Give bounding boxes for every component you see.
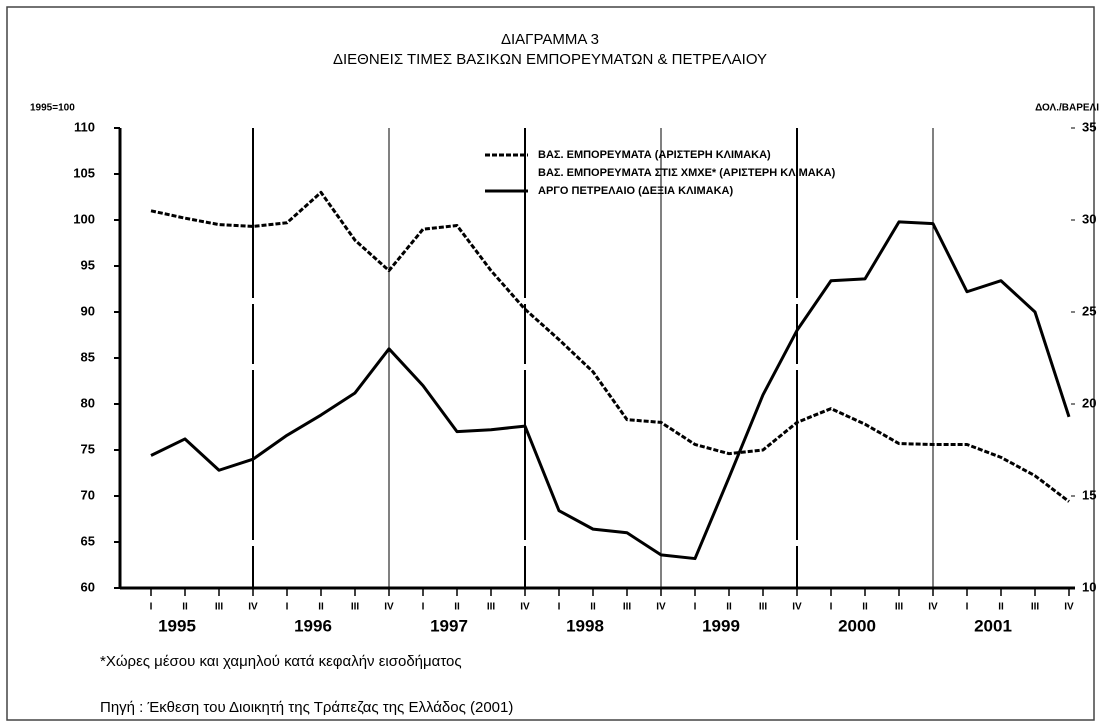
x-tick-label: IV	[928, 602, 938, 613]
x-tick-label: II	[454, 602, 460, 613]
legend-label: ΒΑΣ. ΕΜΠΟΡΕΥΜΑΤΑ ΣΤΙΣ ΧΜΧΕ* (ΑΡΙΣΤΕΡΗ ΚΛ…	[538, 167, 836, 179]
x-tick-label: IV	[248, 602, 258, 613]
x-tick-label: IV	[384, 602, 394, 613]
x-tick-label: III	[487, 602, 496, 613]
y-tick-label: 90	[81, 303, 95, 318]
x-tick-label: IV	[1064, 602, 1074, 613]
x-tick-label: I	[830, 602, 833, 613]
y2-tick-label: 30	[1082, 211, 1096, 226]
y-tick-label: 60	[81, 579, 95, 594]
y2-tick-label: 35	[1082, 119, 1096, 134]
series-line	[150, 190, 1070, 503]
year-label: 1999	[702, 616, 740, 635]
y-tick-label: 100	[73, 211, 95, 226]
year-label: 2001	[974, 616, 1012, 635]
y-tick-label: 105	[73, 165, 95, 180]
year-label: 1998	[566, 616, 604, 635]
y-tick-label: 65	[81, 533, 95, 548]
x-tick-label: III	[351, 602, 360, 613]
series-line	[150, 220, 1071, 561]
y-tick-label: 80	[81, 395, 95, 410]
y-tick-label: 75	[81, 441, 95, 456]
y-tick-label: 70	[81, 487, 95, 502]
x-tick-label: IV	[520, 602, 530, 613]
x-tick-label: II	[318, 602, 324, 613]
y2-tick-label: 15	[1082, 487, 1096, 502]
x-tick-label: III	[895, 602, 904, 613]
x-tick-label: I	[150, 602, 153, 613]
y-tick-label: 110	[74, 119, 95, 134]
x-tick-label: III	[215, 602, 224, 613]
x-tick-label: III	[759, 602, 768, 613]
year-label: 1996	[294, 616, 332, 635]
y2-tick-label: 25	[1082, 303, 1096, 318]
chart-title: ΔΙΑΓΡΑΜΜΑ 3	[501, 31, 599, 48]
y-axis-label: 1995=100	[30, 103, 75, 114]
year-label: 2000	[838, 616, 876, 635]
x-tick-label: I	[286, 602, 289, 613]
y-tick-label: 95	[81, 257, 95, 272]
x-tick-label: I	[694, 602, 697, 613]
y2-tick-label: 20	[1082, 395, 1096, 410]
legend-label: ΒΑΣ. ΕΜΠΟΡΕΥΜΑΤΑ (ΑΡΙΣΤΕΡΗ ΚΛΙΜΑΚΑ)	[538, 149, 771, 161]
x-tick-label: III	[1031, 602, 1040, 613]
x-tick-label: II	[862, 602, 868, 613]
x-tick-label: IV	[792, 602, 802, 613]
x-tick-label: I	[558, 602, 561, 613]
x-tick-label: II	[182, 602, 188, 613]
chart-subtitle: ΔΙΕΘΝΕΙΣ ΤΙΜΕΣ ΒΑΣΙΚΩΝ ΕΜΠΟΡΕΥΜΑΤΩΝ & ΠΕ…	[333, 51, 767, 68]
year-label: 1997	[430, 616, 468, 635]
y2-tick-label: 10	[1082, 579, 1096, 594]
x-tick-label: III	[623, 602, 632, 613]
y2-axis-label: ΔΟΛ./ΒΑΡΕΛΙ	[1035, 103, 1099, 114]
x-tick-label: II	[726, 602, 732, 613]
frame	[6, 6, 1095, 721]
legend-label: ΑΡΓΟ ΠΕΤΡΕΛΑΙΟ (ΔΕΞΙΑ ΚΛΙΜΑΚΑ)	[538, 185, 734, 197]
footnote: *Χώρες μέσου και χαμηλού κατά κεφαλήν ει…	[100, 653, 462, 670]
x-tick-label: II	[590, 602, 596, 613]
y-tick-label: 85	[81, 349, 95, 364]
x-tick-label: II	[998, 602, 1004, 613]
x-tick-label: IV	[656, 602, 666, 613]
x-tick-label: I	[422, 602, 425, 613]
x-tick-label: I	[966, 602, 969, 613]
year-label: 1995	[158, 616, 196, 635]
source-note: Πηγή : Έκθεση του Διοικητή της Τράπεζας …	[100, 699, 513, 716]
